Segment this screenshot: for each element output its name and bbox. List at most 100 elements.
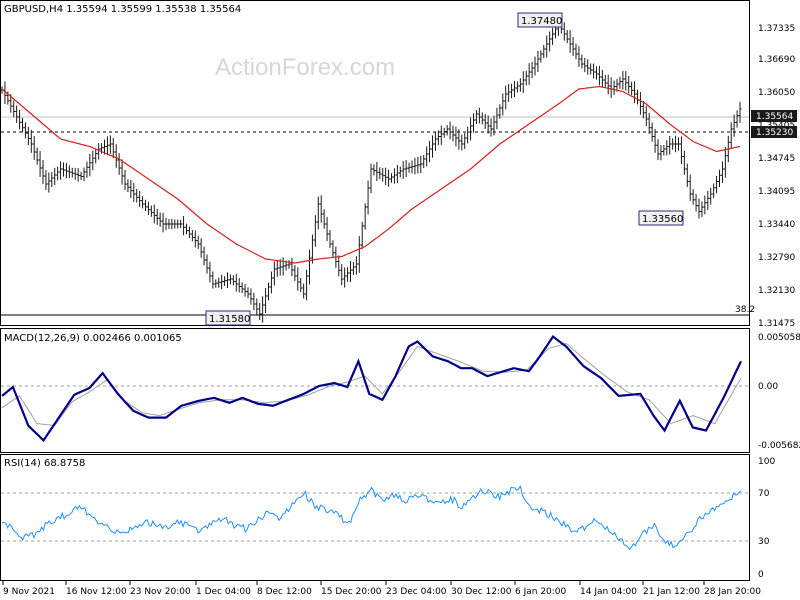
time-label: 30 Dec 12:00 <box>451 587 512 597</box>
price-bar <box>442 127 446 138</box>
price-tick: 1.31475 <box>758 319 795 329</box>
price-bar <box>269 271 273 294</box>
fib-label: 38.2 <box>735 305 755 315</box>
price-bar <box>12 100 16 118</box>
price-bar <box>354 256 358 275</box>
price-bar <box>504 85 508 110</box>
price-bar <box>94 148 98 164</box>
price-bar <box>589 63 593 75</box>
price-bar <box>735 110 739 128</box>
time-label: 21 Jan 12:00 <box>643 587 700 597</box>
price-bar <box>688 174 692 201</box>
price-bar <box>331 240 335 257</box>
rsi-line <box>1 485 742 550</box>
price-bar <box>621 70 625 90</box>
price-bar <box>26 126 30 146</box>
price-bar <box>615 78 619 92</box>
price-bar <box>249 288 253 305</box>
price-bar <box>226 272 229 289</box>
price-bar <box>21 117 24 133</box>
price-bar <box>375 162 379 181</box>
price-bar <box>161 212 165 233</box>
price-bar <box>407 162 411 173</box>
price-bar <box>709 187 713 205</box>
price-bar <box>668 135 672 155</box>
price-bar <box>237 278 241 293</box>
price-bar <box>431 135 434 158</box>
price-bar <box>469 117 473 141</box>
price-bar <box>202 246 206 266</box>
price-bar <box>609 77 613 98</box>
rsi-axis: 100 70 30 0 <box>758 457 775 580</box>
price-bar <box>539 50 543 63</box>
macd-signal-line <box>1 342 742 427</box>
rsi-tick: 30 <box>758 537 770 547</box>
price-bar <box>729 122 733 150</box>
price-bar <box>706 190 710 211</box>
time-label: 9 Nov 2021 <box>3 587 55 597</box>
price-bar <box>123 169 127 191</box>
price-bar <box>35 147 39 165</box>
price-bar <box>88 153 92 177</box>
price-bar <box>665 140 669 156</box>
time-label: 6 Jan 20:00 <box>515 587 567 597</box>
price-bar <box>510 83 514 99</box>
price-bar <box>679 136 683 165</box>
macd-panel-header: MACD(12,26,9) 0.002466 0.001065 <box>4 333 182 344</box>
macd-tick: -0.005682 <box>758 441 800 451</box>
price-bar <box>551 27 555 46</box>
price-bar <box>597 65 601 86</box>
price-bar <box>460 134 464 151</box>
price-bar <box>592 63 596 79</box>
price-bar <box>439 125 443 145</box>
annotation-swing-low: 1.33560 <box>638 210 684 226</box>
macd-tick: 0.005058 <box>758 333 800 343</box>
price-bar <box>299 277 303 293</box>
price-tick: 1.37335 <box>758 24 795 34</box>
price-bar <box>255 298 259 315</box>
svg-text:1.31580: 1.31580 <box>209 314 250 325</box>
price-bar <box>577 46 581 67</box>
price-bar <box>647 112 651 134</box>
price-bar <box>328 230 332 248</box>
price-bar <box>586 59 590 75</box>
price-bar <box>606 74 610 95</box>
price-bar <box>15 105 19 123</box>
price-bar <box>340 264 344 286</box>
price-bar <box>190 229 194 242</box>
price-bar <box>351 261 355 276</box>
price-bar <box>108 135 112 154</box>
price-bar <box>70 167 74 178</box>
price-bar <box>64 162 68 179</box>
price-bar <box>23 122 27 139</box>
price-bar <box>501 93 505 116</box>
price-bar <box>633 81 637 103</box>
price-bar <box>691 189 695 205</box>
price-bar <box>252 292 256 311</box>
price-bar <box>196 235 200 249</box>
price-bar <box>454 126 458 147</box>
price-bar <box>703 195 707 215</box>
price-bar <box>267 282 270 301</box>
price-bar <box>117 153 121 175</box>
price-bar <box>530 61 534 79</box>
svg-text:1.33560: 1.33560 <box>642 214 683 225</box>
price-bar <box>32 135 36 161</box>
macd-tick: 0.00 <box>758 382 778 392</box>
price-bar <box>246 287 250 299</box>
price-bar <box>565 29 569 44</box>
price-bar <box>527 63 531 85</box>
price-bar <box>193 230 197 248</box>
price-bar <box>474 109 478 125</box>
price-bar <box>53 167 57 186</box>
price-bar <box>568 30 572 53</box>
price-bar <box>343 267 347 288</box>
price-bar <box>220 274 224 290</box>
price-bar <box>372 164 376 176</box>
price-bar <box>158 212 162 227</box>
price-bar <box>574 43 578 60</box>
price-bar <box>111 137 115 159</box>
price-bar <box>384 167 388 186</box>
price-bar <box>319 195 323 223</box>
price-bar <box>272 261 276 286</box>
